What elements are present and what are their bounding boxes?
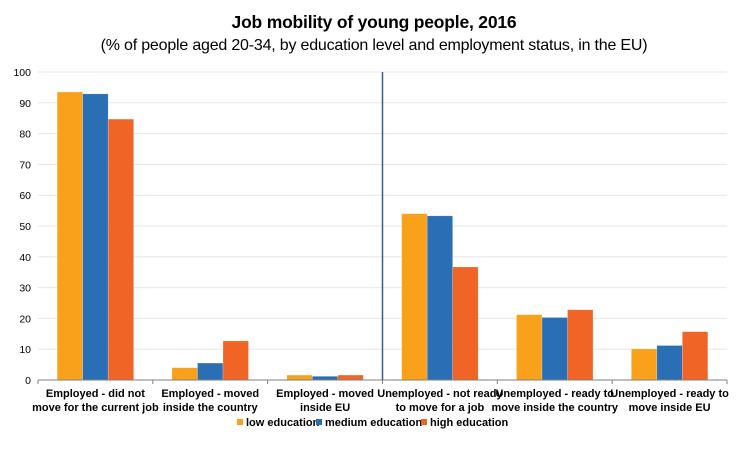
y-tick-label: 0: [25, 375, 31, 387]
bar-low-education: [56, 91, 83, 381]
legend-label: medium education: [325, 417, 422, 429]
category-label: Employed - moved: [161, 388, 259, 400]
legend: low education medium education high educat…: [237, 417, 509, 429]
y-tick-label: 30: [19, 283, 31, 295]
category-label: inside the country: [163, 402, 259, 414]
y-tick-label: 80: [19, 129, 31, 141]
category-label: Unemployed - not ready: [377, 388, 503, 400]
bar-medium-education: [197, 362, 224, 381]
category-label: move for the current job: [32, 402, 159, 414]
bar-medium-education: [541, 317, 568, 381]
category-label: Employed - did not: [46, 388, 145, 400]
category-label: move inside the country: [491, 402, 618, 414]
chart-subtitle: (% of people aged 20-34, by education le…: [100, 37, 648, 54]
y-axis-ticks: 0 10 20 30 40 50 60 70 80 90 100: [13, 67, 31, 387]
bar-medium-education: [82, 93, 109, 381]
category-label: Unemployed - ready to: [610, 388, 729, 400]
legend-swatch: [421, 419, 427, 425]
category-label: inside EU: [300, 402, 350, 414]
x-axis: [37, 72, 728, 384]
bar-high-education: [682, 331, 709, 381]
bar-high-education: [337, 374, 364, 381]
bar-medium-education: [656, 345, 683, 381]
bar-low-education: [516, 314, 543, 381]
bar-high-education: [222, 340, 249, 381]
chart-title: Job mobility of young people, 2016: [231, 12, 517, 32]
legend-swatch: [237, 419, 243, 425]
legend-label: low education: [246, 417, 320, 429]
y-tick-label: 100: [13, 67, 31, 79]
bar-high-education: [567, 309, 594, 381]
category-labels: Employed - did not move for the current j…: [32, 388, 729, 414]
y-tick-label: 50: [19, 221, 31, 233]
bar-medium-education: [426, 215, 453, 381]
bars: [56, 91, 709, 381]
category-label: to move for a job: [396, 402, 485, 414]
bar-high-education: [107, 118, 134, 381]
bar-low-education: [286, 374, 313, 381]
legend-swatch: [316, 419, 322, 425]
y-tick-label: 90: [19, 98, 31, 110]
category-label: Unemployed - ready to: [495, 388, 614, 400]
category-label: move inside EU: [629, 402, 711, 414]
bar-low-education: [401, 213, 428, 381]
bar-medium-education: [312, 376, 339, 381]
category-label: Employed - moved: [276, 388, 374, 400]
y-tick-label: 60: [19, 190, 31, 202]
bar-low-education: [631, 348, 658, 381]
legend-label: high education: [430, 417, 509, 429]
y-tick-label: 70: [19, 159, 31, 171]
bar-high-education: [452, 266, 479, 381]
bar-low-education: [171, 367, 198, 381]
y-tick-label: 40: [19, 252, 31, 264]
y-tick-label: 10: [19, 344, 31, 356]
y-tick-label: 20: [19, 313, 31, 325]
